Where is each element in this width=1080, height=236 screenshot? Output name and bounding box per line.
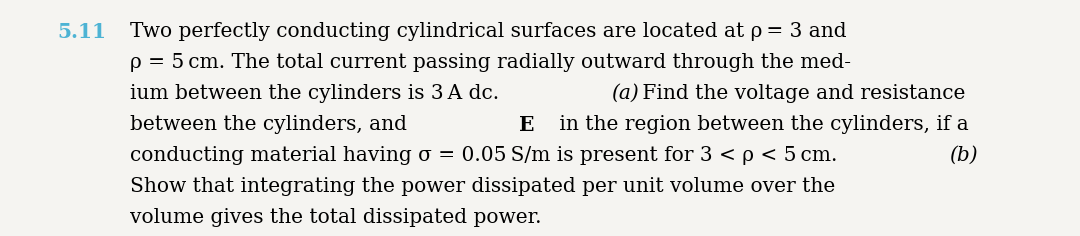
Text: Show that integrating the power dissipated per unit volume over the: Show that integrating the power dissipat… (130, 177, 835, 196)
Text: 5.11: 5.11 (57, 22, 106, 42)
Text: (b): (b) (949, 146, 978, 165)
Text: (a): (a) (611, 84, 639, 103)
Text: conducting material having σ = 0.05 S/m is present for 3 < ρ < 5 cm.: conducting material having σ = 0.05 S/m … (130, 146, 843, 165)
Text: Find the voltage and resistance: Find the voltage and resistance (636, 84, 966, 103)
Text: between the cylinders, and: between the cylinders, and (130, 115, 414, 134)
Text: Two perfectly conducting cylindrical surfaces are located at ρ = 3 and: Two perfectly conducting cylindrical sur… (130, 22, 847, 41)
Text: ρ = 5 cm. The total current passing radially outward through the med-: ρ = 5 cm. The total current passing radi… (130, 53, 851, 72)
Text: in the region between the cylinders, if a: in the region between the cylinders, if … (553, 115, 969, 134)
Text: volume gives the total dissipated power.: volume gives the total dissipated power. (130, 208, 541, 227)
Text: E: E (519, 115, 535, 135)
Text: ium between the cylinders is 3 A dc.: ium between the cylinders is 3 A dc. (130, 84, 505, 103)
